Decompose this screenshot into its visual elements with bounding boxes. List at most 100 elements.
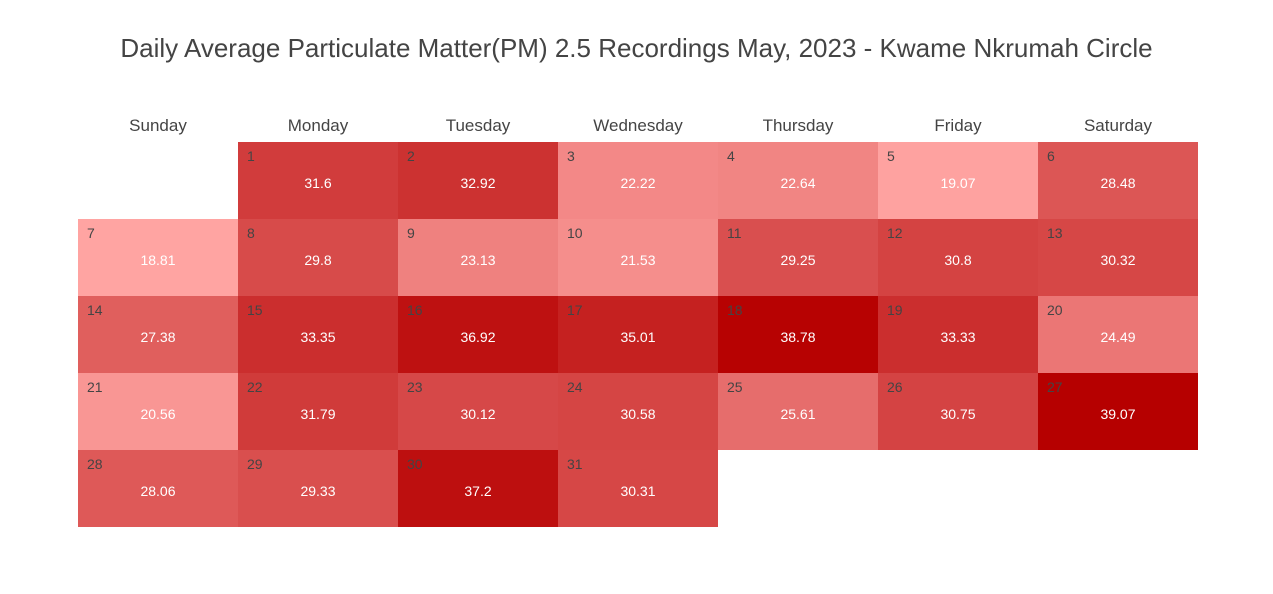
day-cell: 6 28.48 — [1038, 142, 1198, 219]
day-number: 19 — [887, 302, 903, 318]
day-cell: 17 35.01 — [558, 296, 718, 373]
day-cell: 22 31.79 — [238, 373, 398, 450]
day-number: 22 — [247, 379, 263, 395]
weekday-header-sunday: Sunday — [129, 116, 187, 135]
day-cell: 9 23.13 — [398, 219, 558, 296]
pm25-value-label: 32.92 — [460, 175, 496, 191]
pm25-value-label: 28.48 — [1100, 175, 1136, 191]
day-cell: 18 38.78 — [718, 296, 878, 373]
pm25-value-label: 30.12 — [460, 406, 496, 422]
day-number: 13 — [1047, 225, 1063, 241]
day-number: 7 — [87, 225, 95, 241]
pm25-value-label: 30.75 — [940, 406, 976, 422]
day-cell: 13 30.32 — [1038, 219, 1198, 296]
pm25-value-label: 22.22 — [620, 175, 656, 191]
day-cell: 27 39.07 — [1038, 373, 1198, 450]
day-number: 5 — [887, 148, 895, 164]
day-number: 26 — [887, 379, 903, 395]
day-number: 8 — [247, 225, 255, 241]
weekday-header-tuesday: Tuesday — [445, 116, 511, 135]
day-number: 11 — [727, 225, 742, 241]
pm25-value-label: 31.6 — [304, 175, 332, 191]
day-cell: 5 19.07 — [878, 142, 1038, 219]
pm25-value-label: 22.64 — [780, 175, 816, 191]
pm25-value-label: 31.79 — [300, 406, 336, 422]
day-number: 9 — [407, 225, 415, 241]
day-number: 14 — [87, 302, 103, 318]
pm25-value-label: 20.56 — [140, 406, 176, 422]
weekday-header-wednesday: Wednesday — [593, 116, 683, 135]
day-cell: 1 31.6 — [238, 142, 398, 219]
day-cell: 7 18.81 — [78, 219, 238, 296]
chart-title: Daily Average Particulate Matter(PM) 2.5… — [120, 33, 1153, 63]
pm25-value-label: 24.49 — [1100, 329, 1136, 345]
day-cell: 15 33.35 — [238, 296, 398, 373]
day-number: 27 — [1047, 379, 1063, 395]
day-number: 31 — [567, 456, 583, 472]
day-cell: 28 28.06 — [78, 450, 238, 527]
pm25-value-label: 23.13 — [460, 252, 496, 268]
pm25-value-label: 29.25 — [780, 252, 816, 268]
day-number: 21 — [87, 379, 103, 395]
day-cell: 4 22.64 — [718, 142, 878, 219]
day-cell: 29 29.33 — [238, 450, 398, 527]
day-number: 10 — [567, 225, 583, 241]
day-number: 1 — [247, 148, 255, 164]
day-number: 2 — [407, 148, 415, 164]
pm25-value-label: 30.8 — [944, 252, 972, 268]
day-cell: 16 36.92 — [398, 296, 558, 373]
day-cell: 11 29.25 — [718, 219, 878, 296]
weekday-header-monday: Monday — [287, 116, 349, 135]
pm25-value-label: 27.38 — [140, 329, 176, 345]
day-cell: 12 30.8 — [878, 219, 1038, 296]
day-cell: 25 25.61 — [718, 373, 878, 450]
day-number: 3 — [567, 148, 575, 164]
day-cell: 24 30.58 — [558, 373, 718, 450]
day-number: 12 — [887, 225, 903, 241]
day-cell: 2 32.92 — [398, 142, 558, 219]
pm25-value-label: 25.61 — [780, 406, 816, 422]
day-cell: 26 30.75 — [878, 373, 1038, 450]
day-number: 24 — [567, 379, 583, 395]
day-cell: 31 30.31 — [558, 450, 718, 527]
weekday-header-saturday: Saturday — [1083, 116, 1153, 135]
pm25-value-label: 36.92 — [460, 329, 496, 345]
day-number: 23 — [407, 379, 423, 395]
pm25-value-label: 33.33 — [940, 329, 976, 345]
pm25-value-label: 30.58 — [620, 406, 656, 422]
pm25-value-label: 21.53 — [620, 252, 656, 268]
pm25-value-label: 35.01 — [620, 329, 656, 345]
pm25-value-label: 37.2 — [464, 483, 492, 499]
day-cell: 3 22.22 — [558, 142, 718, 219]
day-cell: 20 24.49 — [1038, 296, 1198, 373]
day-cell: 8 29.8 — [238, 219, 398, 296]
day-number: 4 — [727, 148, 735, 164]
pm25-value-label: 30.32 — [1100, 252, 1136, 268]
day-number: 25 — [727, 379, 743, 395]
day-number: 6 — [1047, 148, 1055, 164]
pm25-value-label: 39.07 — [1100, 406, 1136, 422]
pm25-value-label: 18.81 — [140, 252, 176, 268]
day-cell: 23 30.12 — [398, 373, 558, 450]
day-cell: 10 21.53 — [558, 219, 718, 296]
day-number: 16 — [407, 302, 423, 318]
day-number: 28 — [87, 456, 103, 472]
weekday-header-thursday: Thursday — [762, 116, 834, 135]
pm25-value-label: 29.33 — [300, 483, 336, 499]
day-cell: 21 20.56 — [78, 373, 238, 450]
day-cell: 14 27.38 — [78, 296, 238, 373]
day-cell: 30 37.2 — [398, 450, 558, 527]
day-number: 15 — [247, 302, 263, 318]
day-number: 20 — [1047, 302, 1063, 318]
day-cell: 19 33.33 — [878, 296, 1038, 373]
pm25-value-label: 33.35 — [300, 329, 336, 345]
pm25-value-label: 38.78 — [780, 329, 816, 345]
pm25-value-label: 28.06 — [140, 483, 176, 499]
day-number: 17 — [567, 302, 583, 318]
pm25-value-label: 19.07 — [940, 175, 976, 191]
pm25-value-label: 30.31 — [620, 483, 656, 499]
day-number: 30 — [407, 456, 423, 472]
day-number: 18 — [727, 302, 743, 318]
weekday-header-friday: Friday — [934, 116, 982, 135]
pm25-value-label: 29.8 — [304, 252, 332, 268]
